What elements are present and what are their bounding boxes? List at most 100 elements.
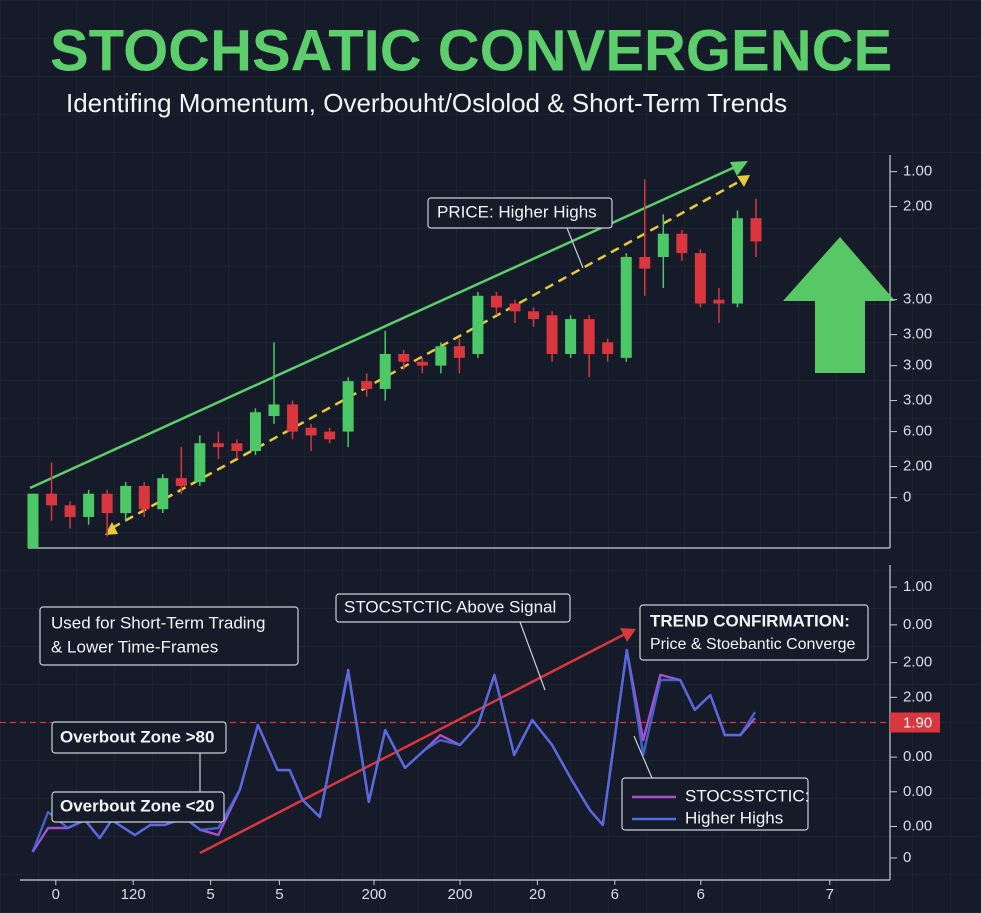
legend-entries: STOCSSTCTIC: Higher Highs (632, 786, 809, 827)
trend-line (29, 165, 736, 490)
candle-body (305, 427, 317, 436)
annotation-box (427, 197, 613, 229)
y-tick-label: 3.00 (903, 326, 932, 343)
up-arrow (783, 237, 895, 373)
y-tick-label: 0.00 (903, 748, 932, 765)
candle-body (379, 354, 391, 389)
candle-body (509, 303, 521, 312)
candle-body (212, 443, 224, 448)
candle-body (398, 354, 410, 362)
candle-body (676, 233, 688, 254)
x-tick-label: 200 (447, 886, 472, 903)
candle-body (472, 295, 484, 354)
candle-body (565, 319, 577, 354)
candle-body (657, 233, 669, 257)
pointer (566, 227, 584, 269)
annotation: Used for Short-Term Trading (51, 613, 265, 632)
y-tick-label: 0.00 (903, 783, 932, 800)
candle-body (750, 218, 762, 242)
arrow-head (730, 161, 748, 176)
x-tick-label: 6 (697, 886, 705, 903)
candle-body (268, 404, 280, 417)
y-tick-label: 0.00 (903, 817, 932, 834)
x-tick-label: 200 (361, 886, 386, 903)
candle-body (528, 311, 540, 320)
reference-badge (890, 712, 940, 733)
candle-body (249, 412, 261, 451)
candle-body (64, 505, 76, 517)
x-tick-label: 0 (52, 886, 60, 903)
candle-body (694, 253, 706, 304)
legend (621, 777, 809, 831)
annotation: PRICE: Higher Highs (437, 202, 597, 221)
candle-body (120, 485, 132, 514)
annotation-box (51, 721, 227, 754)
annotation: & Lower Time-Frames (51, 637, 218, 656)
triangle (737, 175, 750, 187)
annotation-box (51, 791, 225, 823)
annotation-box (639, 604, 869, 661)
candle-body (602, 342, 614, 354)
y-tick-label: 1.00 (903, 578, 932, 595)
annotation-box (335, 593, 571, 623)
candle-body (416, 361, 428, 366)
y-tick-label: 1.00 (903, 163, 932, 180)
title: STOCHSATIC CONVERGENCE (50, 18, 892, 83)
y-tick-label: 3.00 (903, 291, 932, 308)
x-tick-label: 5 (206, 886, 214, 903)
candle-body (287, 404, 299, 432)
candle-body (435, 346, 447, 366)
annotation: Price & Stoebantic Converge (650, 636, 856, 653)
x-tick-label: 7 (826, 886, 834, 903)
annotation: Overbout Zone <20 (60, 796, 214, 815)
y-tick-label: 0 (903, 489, 911, 506)
y-tick-label: 6.00 (903, 423, 932, 440)
reference-label: 1.90 (903, 714, 932, 731)
candle-body (639, 257, 651, 269)
annotation: STOCSTCTIC Above Signal (344, 597, 556, 616)
candle-body (194, 443, 206, 483)
pointer (633, 735, 653, 779)
series-line (31, 648, 757, 853)
annotation-box (39, 606, 299, 666)
candle-body (175, 478, 187, 486)
candle-body (453, 346, 465, 358)
candle-body (342, 381, 354, 432)
x-tick-label: 20 (529, 886, 546, 903)
candle-body (583, 319, 595, 354)
candle-body (546, 315, 558, 354)
candle-body (27, 493, 39, 548)
triangle (105, 522, 118, 535)
y-tick-label: 2.00 (903, 654, 932, 671)
candle-body (231, 443, 243, 451)
subtitle: Identifing Momentum, Overbouht/Oslolod &… (66, 88, 787, 118)
marks: 1.00 2.00 3.00 3.00 3.00 3.00 6.00 2.00 0 1.00 0.0… (0, 163, 940, 903)
y-tick-label: 2.00 (903, 688, 932, 705)
candle-body (101, 493, 113, 514)
y-tick-label: 3.00 (903, 357, 932, 374)
candle-body (157, 478, 169, 510)
candle-body (138, 485, 150, 510)
pointer (519, 621, 546, 691)
candle-body (620, 257, 632, 358)
legend-label: STOCSSTCTIC: (685, 786, 809, 805)
annotation: Overbout Zone >80 (60, 727, 214, 746)
y-tick-label: 2.00 (903, 457, 932, 474)
candle-body (731, 218, 743, 304)
x-tick-label: 6 (611, 886, 619, 903)
y-tick-label: 3.00 (903, 392, 932, 409)
y-tick-label: 2.00 (903, 198, 932, 215)
annotation: TREND CONFIRMATION: (650, 611, 850, 630)
arrow-head (620, 628, 636, 642)
candle-body (361, 381, 373, 389)
candle-body (713, 299, 725, 304)
trend-line (199, 632, 626, 855)
candle-body (46, 493, 58, 506)
candle-body (490, 295, 502, 308)
y-tick-label: 0 (903, 849, 911, 866)
candle-body (324, 431, 336, 440)
y-tick-label: 0.00 (903, 616, 932, 633)
legend-label: Higher Highs (685, 808, 783, 827)
